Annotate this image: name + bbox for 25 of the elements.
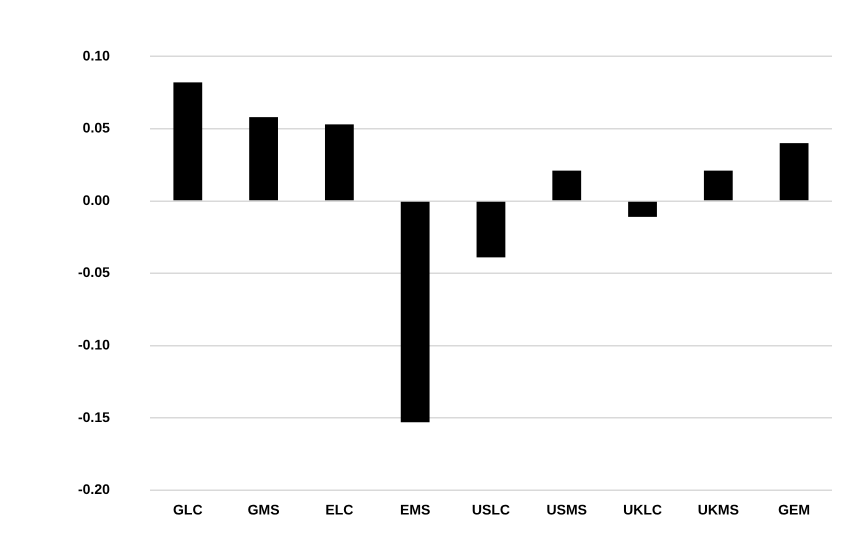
x-tick-label: GLC xyxy=(173,501,203,518)
x-tick-label: UKMS xyxy=(698,501,739,518)
bar xyxy=(780,143,809,200)
x-tick-label: USLC xyxy=(472,501,510,518)
y-tick-label: 0.10 xyxy=(82,47,110,64)
y-tick-label: -0.05 xyxy=(78,264,110,280)
x-tick-label: EMS xyxy=(400,501,430,518)
x-tick-label: USMS xyxy=(546,501,587,518)
bar xyxy=(476,202,506,258)
y-tick-label: -0.10 xyxy=(78,336,110,352)
bar xyxy=(552,170,582,200)
bar xyxy=(628,202,657,217)
bar xyxy=(173,82,202,200)
x-tick-label: GMS xyxy=(248,501,280,518)
bar xyxy=(704,170,733,200)
y-tick-label: -0.20 xyxy=(78,481,110,498)
bar xyxy=(249,117,278,200)
x-tick-label: ELC xyxy=(325,501,354,518)
bar xyxy=(324,124,354,200)
y-tick-label: 0.05 xyxy=(82,120,110,136)
x-tick-label: UKLC xyxy=(623,501,662,518)
x-tick-label: GEM xyxy=(778,501,810,518)
bar xyxy=(400,202,430,422)
y-tick-label: 0.00 xyxy=(82,192,110,208)
y-tick-label: -0.15 xyxy=(78,408,110,425)
